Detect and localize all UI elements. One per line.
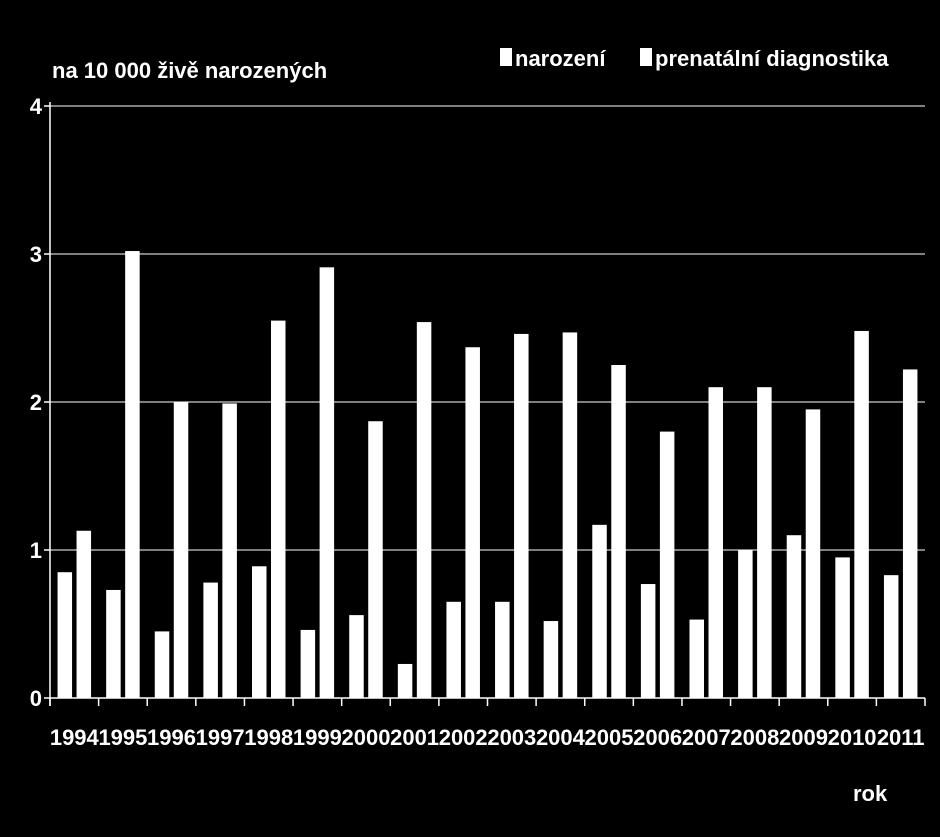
x-tick-label: 2000 [341,725,390,750]
bar-narozeni-2005 [592,524,607,698]
bar-prenatalni-1995 [125,251,140,699]
x-tick-labels: 1994 1995 1996 1997 1998 1999 2000 2001 2002 2003… [50,725,925,750]
bar-prenatalni-2011 [902,369,918,698]
x-tick-label: 1999 [293,725,342,750]
bar-narozeni-2001 [397,663,413,698]
x-tick-label: 1995 [98,725,147,750]
bar-narozeni-2009 [786,535,802,698]
bar-prenatalni-2006 [659,431,675,698]
bar-prenatalni-2001 [416,322,432,698]
bar-prenatalni-2010 [854,330,869,698]
x-tick-label: 2007 [682,725,731,750]
bar-prenatalni-2005 [611,365,626,698]
bar-prenatalni-1994 [76,530,92,698]
x-tick-label: 2006 [633,725,682,750]
x-tick-label: 2008 [730,725,779,750]
x-tick-label: 2003 [487,725,536,750]
y-tick-label: 4 [30,94,43,119]
bar-prenatalni-1996 [173,402,189,698]
grid-lines [50,105,925,551]
y-axis-label: na 10 000 živě narozených [52,58,327,83]
y-tick-label: 3 [30,242,42,267]
bar-prenatalni-2004 [562,332,578,698]
x-tick-label: 1998 [244,725,293,750]
x-axis-label: rok [853,781,888,806]
legend-swatch-narozeni [500,48,512,66]
bar-prenatalni-2009 [805,409,821,698]
bar-narozeni-2010 [835,557,850,698]
x-tick-label: 1997 [196,725,245,750]
bar-prenatalni-1998 [271,320,286,698]
x-tick-label: 2005 [585,725,634,750]
bar-narozeni-1995 [106,589,121,698]
bar-narozeni-2007 [689,619,704,698]
bar-narozeni-2003 [495,601,510,698]
axes [44,102,926,706]
bars [57,251,918,699]
bar-prenatalni-1999 [319,267,335,698]
bar-prenatalni-2000 [368,421,383,698]
x-tick-label: 2010 [828,725,877,750]
x-tick-label: 2001 [390,725,439,750]
y-tick-label: 0 [30,686,42,711]
bar-narozeni-2004 [543,621,559,698]
x-tick-label: 2011 [877,725,925,750]
legend-label-prenatalni: prenatální diagnostika [655,46,889,71]
legend-label-narozeni: narození [515,46,606,71]
bar-narozeni-1997 [203,582,218,698]
bar-narozeni-1999 [300,629,316,698]
x-tick-label: 2009 [779,725,828,750]
legend: narození prenatální diagnostika [500,46,889,71]
x-tick-label: 2004 [536,725,586,750]
bar-narozeni-2002 [446,601,461,698]
bar-narozeni-2008 [738,550,753,698]
y-tick-label: 2 [30,390,42,415]
x-tick-label: 1996 [147,725,196,750]
y-tick-labels: 0 1 2 3 4 [30,94,43,711]
bar-prenatalni-2008 [757,387,772,698]
x-tick-label: 2002 [439,725,488,750]
bar-narozeni-2006 [640,584,656,698]
bar-narozeni-1998 [252,566,267,698]
bar-prenatalni-1997 [222,403,237,698]
legend-swatch-prenatalni [640,48,652,66]
bar-narozeni-1996 [154,631,170,698]
y-tick-label: 1 [30,538,42,563]
bar-prenatalni-2002 [465,347,480,698]
x-tick-label: 1994 [50,725,100,750]
bar-narozeni-2000 [349,615,364,698]
bar-prenatalni-2007 [708,387,723,698]
bar-narozeni-1994 [57,572,73,698]
bar-prenatalni-2003 [514,333,529,698]
bar-narozeni-2011 [883,575,899,698]
